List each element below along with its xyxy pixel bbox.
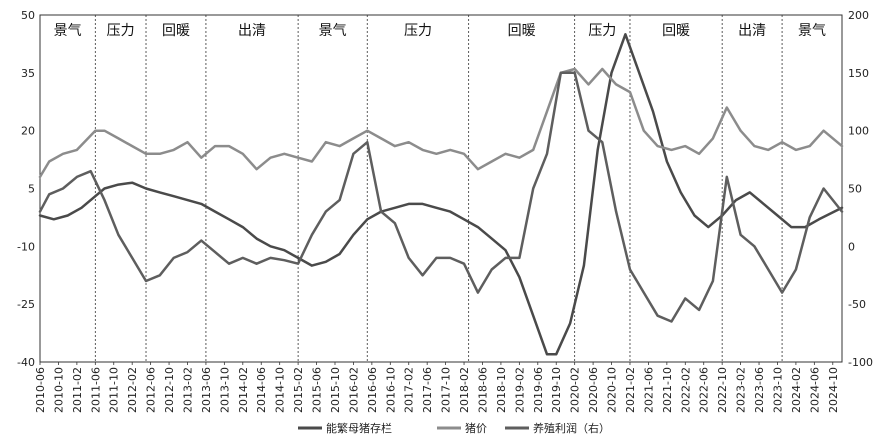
- phase-label: 景气: [54, 23, 82, 39]
- x-tick-label: 2021-06: [642, 367, 655, 413]
- x-tick-label: 2011-06: [89, 367, 102, 413]
- legend-label: 能繁母猪存栏: [326, 421, 392, 435]
- x-tick-label: 2021-10: [661, 367, 674, 413]
- x-tick-label: 2017-06: [421, 367, 434, 413]
- y-left-tick-label: -25: [17, 298, 35, 311]
- x-tick-label: 2019-06: [532, 367, 545, 413]
- y-right-tick-label: 100: [848, 125, 869, 138]
- x-tick-label: 2020-10: [606, 367, 619, 413]
- phase-label: 回暖: [162, 23, 190, 39]
- x-tick-label: 2022-06: [698, 367, 711, 413]
- plot-frame: [39, 14, 843, 363]
- x-tick-label: 2012-10: [163, 367, 176, 413]
- y-right-tick-label: 50: [848, 183, 862, 196]
- x-tick-label: 2022-10: [716, 367, 729, 413]
- x-tick-label: 2012-06: [145, 367, 158, 413]
- x-tick-label: 2010-06: [34, 367, 47, 413]
- phase-labels: 景气 压力 回暖 出清 景气 压力 回暖 压力 回暖 出清 景气: [54, 23, 826, 39]
- y-left-tick-label: 35: [21, 67, 35, 80]
- x-tick-label: 2024-02: [790, 367, 803, 413]
- x-tick-label: 2013-10: [218, 367, 231, 413]
- phase-label: 压力: [107, 23, 135, 39]
- phase-label: 回暖: [662, 23, 690, 39]
- x-tick-label: 2011-10: [108, 367, 121, 413]
- legend: 能繁母猪存栏 猪价 养殖利润（右）: [298, 421, 610, 435]
- x-tick-label: 2017-02: [403, 367, 416, 413]
- x-tick-label: 2014-02: [237, 367, 250, 413]
- x-tick-label: 2023-06: [753, 367, 766, 413]
- series-line-1: [38, 33, 844, 356]
- x-tick-label: 2016-06: [366, 367, 379, 413]
- y-right-tick-label: -100: [848, 356, 873, 369]
- y-left-tick-label: 20: [21, 125, 35, 138]
- x-tick-label: 2010-10: [52, 367, 65, 413]
- x-tick-label: 2018-02: [458, 367, 471, 413]
- phase-label: 压力: [404, 23, 432, 39]
- phase-label: 压力: [588, 23, 616, 39]
- x-tick-label: 2023-02: [735, 367, 748, 413]
- x-tick-label: 2017-10: [440, 367, 453, 413]
- x-tick-label: 2018-06: [476, 367, 489, 413]
- x-axis: 2010-06 2010-10 2011-02 2011-06 2011-10 2012-…: [34, 362, 840, 413]
- y-right-tick-label: 150: [848, 67, 869, 80]
- y-left-tick-label: -40: [17, 356, 35, 369]
- y-left-axis: 50 35 20 5 -10 -25 -40: [17, 9, 35, 369]
- x-tick-label: 2013-02: [181, 367, 194, 413]
- x-tick-label: 2011-02: [71, 367, 84, 413]
- series-line-3: [38, 71, 844, 323]
- x-tick-label: 2021-02: [624, 367, 637, 413]
- x-tick-label: 2015-10: [329, 367, 342, 413]
- phase-label: 出清: [238, 23, 266, 39]
- x-tick-label: 2023-10: [771, 367, 784, 413]
- series-lines: [38, 33, 844, 356]
- y-right-axis: 200 150 100 50 0 -50 -100: [848, 9, 873, 369]
- x-tick-label: 2015-06: [311, 367, 324, 413]
- x-tick-label: 2020-02: [569, 367, 582, 413]
- x-tick-label: 2020-06: [587, 367, 600, 413]
- x-tick-label: 2016-10: [384, 367, 397, 413]
- phase-label: 景气: [319, 23, 347, 39]
- x-tick-label: 2016-02: [347, 367, 360, 413]
- x-tick-label: 2022-02: [679, 367, 692, 413]
- y-left-tick-label: -10: [17, 240, 35, 253]
- x-tick-label: 2019-02: [513, 367, 526, 413]
- x-tick-label: 2012-02: [126, 367, 139, 413]
- x-tick-label: 2014-06: [255, 367, 268, 413]
- x-tick-label: 2024-10: [827, 367, 840, 413]
- legend-label: 养殖利润（右）: [533, 421, 610, 435]
- x-tick-label: 2015-02: [292, 367, 305, 413]
- legend-label: 猪价: [465, 422, 487, 435]
- phase-label: 回暖: [508, 23, 536, 39]
- y-right-tick-label: 0: [848, 240, 855, 253]
- x-tick-label: 2018-10: [495, 367, 508, 413]
- y-right-tick-label: -50: [848, 298, 866, 311]
- y-left-tick-label: 5: [28, 183, 35, 196]
- series-line-2: [38, 67, 844, 179]
- y-right-tick-label: 200: [848, 9, 869, 22]
- x-tick-label: 2019-10: [550, 367, 563, 413]
- phase-label: 出清: [738, 23, 766, 39]
- y-left-tick-label: 50: [21, 9, 35, 22]
- x-tick-label: 2013-06: [200, 367, 213, 413]
- x-tick-label: 2014-10: [274, 367, 287, 413]
- plot-border: [39, 14, 843, 363]
- x-tick-label: 2024-06: [808, 367, 821, 413]
- phase-label: 景气: [798, 23, 826, 39]
